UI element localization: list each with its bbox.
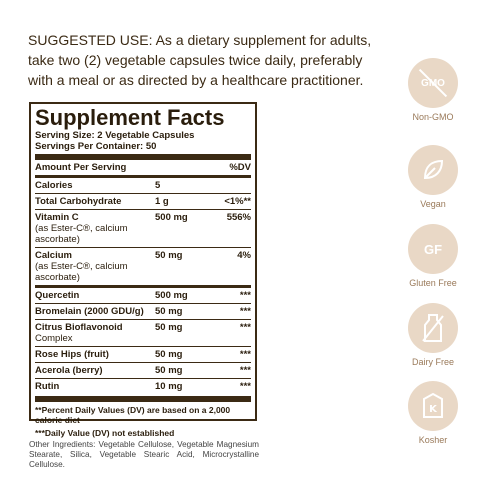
nutrient-amount: 50 mg (155, 365, 183, 376)
nutrient-name: Rutin (35, 381, 60, 392)
nutrient-amount: 50 mg (155, 250, 183, 261)
serving-size: Serving Size: 2 Vegetable Capsules (35, 130, 195, 141)
nutrient-dv: 556% (226, 212, 251, 223)
servings-per-container: Servings Per Container: 50 (35, 141, 157, 152)
leaf-icon (408, 145, 458, 195)
facts-row: Rose Hips (fruit) 50 mg *** (35, 347, 251, 362)
badge-label: Kosher (418, 435, 448, 445)
nutrient-amount: 50 mg (155, 322, 183, 333)
badge-label: Vegan (420, 199, 446, 209)
footnote-not-established: ***Daily Value (DV) not established (35, 428, 175, 438)
nutrient-dv: *** (239, 290, 251, 301)
nutrient-amount: 500 mg (155, 212, 188, 223)
nutrient-dv: <1%** (224, 196, 251, 207)
nutrient-dv: *** (239, 322, 251, 333)
badge-label: Gluten Free (409, 278, 457, 288)
facts-row: Citrus Bioflavonoid Complex 50 mg *** (35, 320, 251, 346)
badge-label: Non-GMO (412, 112, 454, 122)
nutrient-amount: 500 mg (155, 290, 188, 301)
nutrient-name: Citrus Bioflavonoid Complex (35, 322, 155, 344)
kosher-icon: K (408, 381, 458, 431)
nutrient-amount: 1 g (155, 196, 169, 207)
facts-row: Acerola (berry) 50 mg *** (35, 363, 251, 378)
facts-row: Vitamin C (as Ester-C®, calcium ascorbate… (35, 210, 251, 247)
facts-row: Calcium (as Ester-C®, calcium ascorbate) 5… (35, 248, 251, 285)
nutrient-dv: *** (239, 306, 251, 317)
facts-rows: Calories 5 Total Carbohydrate 1 g <1%** Vitam… (35, 178, 251, 394)
facts-row: Rutin 10 mg *** (35, 379, 251, 394)
milk-bottle-icon (408, 303, 458, 353)
badge-icon-text: GF (423, 241, 443, 257)
facts-header: Amount Per Serving %DV (35, 160, 251, 175)
gmo-crossed-icon: GMO (408, 58, 458, 108)
nutrient-name: Acerola (berry) (35, 365, 103, 376)
nutrient-amount: 5 (155, 180, 161, 191)
badge-gluten-free: GF Gluten Free (403, 224, 463, 288)
facts-row: Calories 5 (35, 178, 251, 193)
nutrient-name: Calories (35, 180, 73, 191)
nutrient-dv: *** (239, 349, 251, 360)
footnote-dv: **Percent Daily Values (DV) are based on… (35, 405, 231, 425)
gf-icon: GF (408, 224, 458, 274)
badge-dairy-free: Dairy Free (403, 303, 463, 367)
facts-row: Bromelain (2000 GDU/g) 50 mg *** (35, 304, 251, 319)
nutrient-sub: (as Ester-C®, calcium ascorbate) (35, 261, 128, 283)
badge-label: Dairy Free (411, 357, 454, 367)
nutrient-dv: 4% (237, 250, 251, 261)
nutrient-name: Vitamin C (as Ester-C®, calcium ascorbate… (35, 212, 155, 245)
svg-text:K: K (429, 404, 438, 415)
nutrient-sub: Complex (35, 333, 73, 344)
amount-header: Amount Per Serving (35, 162, 127, 173)
nutrient-amount: 50 mg (155, 306, 183, 317)
nutrient-name: Quercetin (35, 290, 80, 301)
badge-non-gmo: GMO Non-GMO (403, 58, 463, 122)
dv-header: %DV (229, 162, 251, 173)
facts-title: Supplement Facts (35, 105, 225, 130)
nutrient-name: Calcium (as Ester-C®, calcium ascorbate) (35, 250, 155, 283)
nutrient-amount: 50 mg (155, 349, 183, 360)
other-ingredients: Other Ingredients: Vegetable Cellulose, … (29, 440, 259, 469)
nutrient-name: Total Carbohydrate (35, 196, 122, 207)
facts-row: Quercetin 500 mg *** (35, 288, 251, 303)
badge-kosher: K Kosher (403, 381, 463, 445)
nutrient-amount: 10 mg (155, 381, 183, 392)
nutrient-dv: *** (239, 381, 251, 392)
nutrient-name: Bromelain (2000 GDU/g) (35, 306, 144, 317)
badge-vegan: Vegan (403, 145, 463, 209)
nutrient-sub: (as Ester-C®, calcium ascorbate) (35, 223, 128, 245)
supplement-facts-panel: Supplement Facts Serving Size: 2 Vegetab… (29, 102, 257, 438)
suggested-use: SUGGESTED USE: As a dietary supplement f… (28, 32, 372, 88)
facts-row: Total Carbohydrate 1 g <1%** (35, 194, 251, 209)
nutrient-dv: *** (239, 365, 251, 376)
nutrient-name: Rose Hips (fruit) (35, 349, 109, 360)
